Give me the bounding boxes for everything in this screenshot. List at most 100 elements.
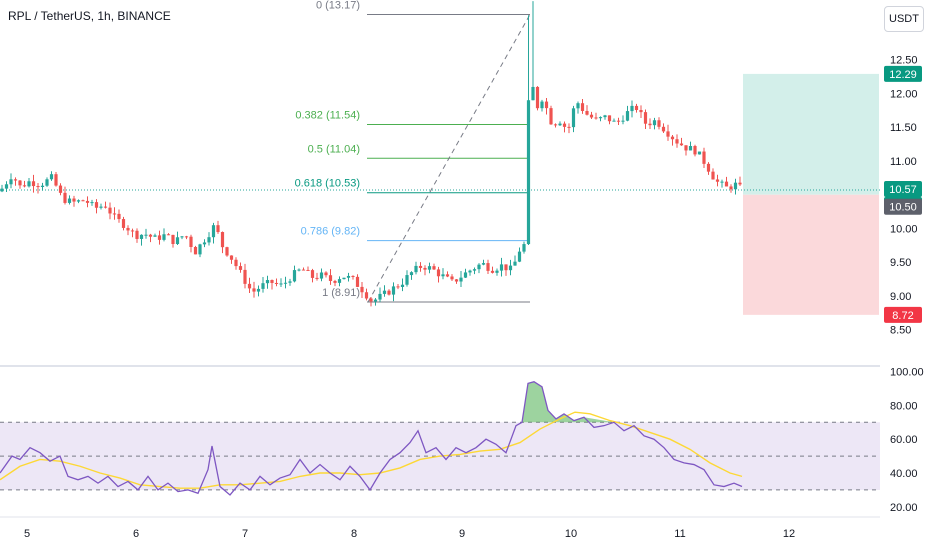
rsi-tick-80.00: 80.00 <box>890 400 918 412</box>
candle-body <box>634 105 639 111</box>
candle-body <box>391 286 396 295</box>
candle-body <box>576 103 580 109</box>
candle-body <box>414 265 418 273</box>
candle-body <box>373 299 378 302</box>
time-tick-11: 11 <box>674 528 685 540</box>
candle-body <box>697 151 702 155</box>
time-tick-5: 5 <box>24 528 30 540</box>
candle-body <box>508 265 513 271</box>
candle-body <box>216 225 220 233</box>
candle-body <box>270 280 274 283</box>
candle-body <box>324 272 328 276</box>
candle-body <box>477 264 481 270</box>
candle-body <box>301 269 306 271</box>
candle-body <box>130 230 135 232</box>
candle-body <box>513 261 517 266</box>
candle-body <box>297 269 301 271</box>
candle-body <box>166 234 171 236</box>
fib-trend-line <box>367 14 531 303</box>
price-tick-12.00: 12.00 <box>890 88 918 100</box>
candle-body <box>715 179 720 182</box>
candle-body <box>621 120 625 122</box>
candle-body <box>310 270 315 278</box>
candle-body <box>607 115 612 122</box>
rsi-tick-20.00: 20.00 <box>890 502 918 514</box>
candle-body <box>571 108 576 128</box>
candle-body <box>486 263 490 271</box>
candle-body <box>405 275 409 285</box>
candle-body <box>148 234 153 237</box>
candle-body <box>598 117 603 119</box>
candle-body <box>526 100 531 245</box>
fib-label-0: 0 (13.17) <box>316 0 360 12</box>
candle-body <box>387 290 391 295</box>
candle-body <box>450 276 454 280</box>
candle-body <box>567 126 571 128</box>
target-price-tag-bg <box>884 65 922 82</box>
last-price-tag-bg <box>884 181 922 197</box>
candles <box>0 1 742 307</box>
time-tick-8: 8 <box>351 528 357 540</box>
candle-body <box>76 200 81 202</box>
candle-body <box>198 244 202 255</box>
candle-body <box>531 86 535 101</box>
fib-label-0.382: 0.382 (11.54) <box>295 110 360 122</box>
rsi-tick-40.00: 40.00 <box>890 468 918 480</box>
candle-body <box>738 182 742 185</box>
candle-body <box>355 276 360 287</box>
candle-body <box>67 198 72 203</box>
candle-body <box>0 188 4 192</box>
candle-body <box>117 213 121 220</box>
candle-body <box>328 275 333 281</box>
candle-body <box>58 185 63 193</box>
candle-body <box>247 283 252 289</box>
candle-body <box>729 186 733 190</box>
candle-body <box>36 186 40 188</box>
candle-body <box>144 234 148 236</box>
candle-body <box>396 286 400 288</box>
candle-body <box>517 251 522 262</box>
candle-body <box>495 270 499 273</box>
candle-body <box>616 120 621 122</box>
candle-body <box>274 282 279 284</box>
candle-body <box>85 200 90 203</box>
candle-body <box>202 242 207 245</box>
candle-body <box>679 143 684 146</box>
candle-body <box>585 110 589 115</box>
candle-body <box>369 298 373 302</box>
candle-body <box>553 124 558 126</box>
candle-body <box>171 234 175 245</box>
candle-body <box>225 247 229 256</box>
candle-body <box>688 146 693 151</box>
candle-body <box>9 179 13 185</box>
candle-body <box>711 171 715 180</box>
candle-body <box>400 284 405 287</box>
candle-body <box>625 111 630 121</box>
fib-label-1: 1 (8.91) <box>322 287 360 299</box>
candle-body <box>378 293 382 300</box>
candle-body <box>40 185 45 187</box>
fib-label-0.786: 0.786 (9.82) <box>301 226 360 238</box>
candle-body <box>189 236 193 247</box>
candle-body <box>234 259 238 267</box>
entry-price-tag: 10.50 <box>889 202 917 214</box>
candle-body <box>594 117 598 119</box>
candle-body <box>139 234 144 239</box>
candle-body <box>103 206 108 208</box>
candle-body <box>360 286 364 293</box>
candle-body <box>648 123 652 126</box>
candle-body <box>13 179 18 181</box>
candle-body <box>684 145 688 151</box>
profit-zone <box>743 73 879 195</box>
candle-body <box>733 182 738 190</box>
candle-body <box>481 263 486 265</box>
candle-body <box>499 264 504 271</box>
candle-body <box>612 120 616 122</box>
currency-button[interactable]: USDT <box>884 6 924 32</box>
candle-body <box>463 272 468 278</box>
candle-body <box>427 266 432 270</box>
candle-body <box>562 123 567 127</box>
candle-body <box>459 277 463 282</box>
candle-body <box>441 274 445 277</box>
